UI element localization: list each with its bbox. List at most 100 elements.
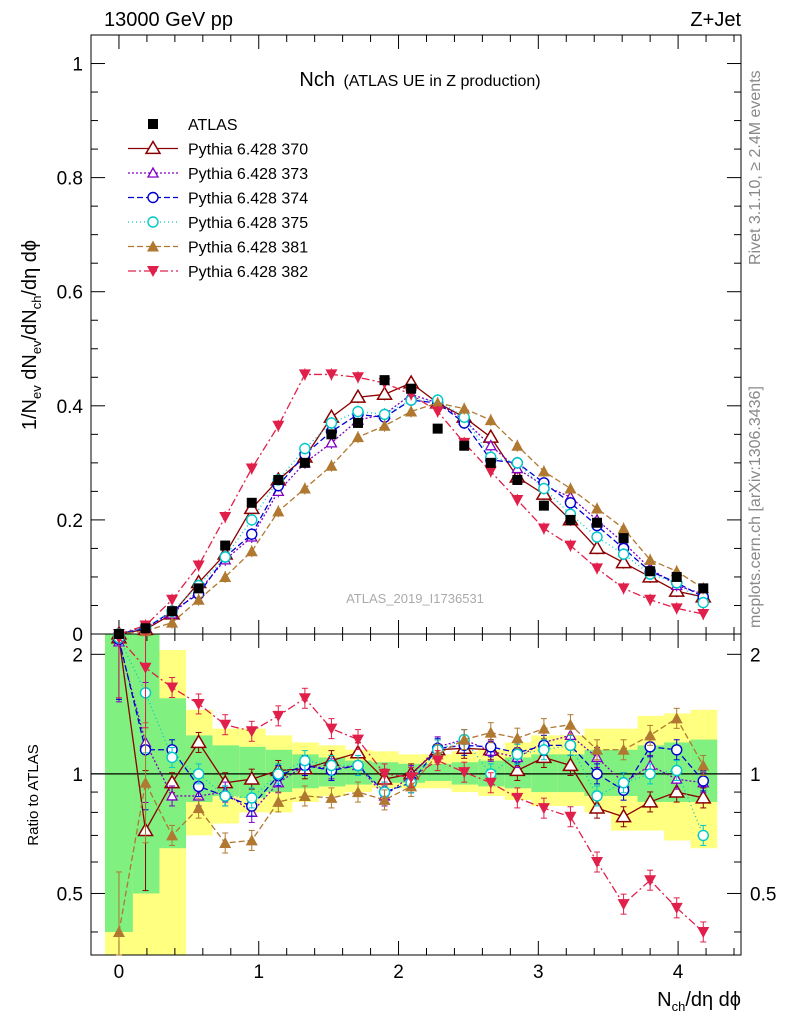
legend-marker [147, 240, 159, 252]
series-point [538, 482, 550, 495]
ratio-point [588, 799, 606, 814]
analysis-watermark: ATLAS_2019_I1736531 [346, 591, 484, 606]
data-point [485, 457, 496, 468]
header-left: 13000 GeV pp [104, 9, 233, 31]
ratio-point [697, 926, 710, 938]
ratio-point [245, 726, 258, 738]
series-point [431, 406, 444, 418]
series-line [118, 402, 704, 635]
ratio-point [166, 829, 179, 841]
chart-title-main: Nch [299, 69, 335, 91]
series-point [617, 548, 630, 560]
legend: ATLAS Pythia 6.428 370 Pythia 6.428 373 Pyt… [128, 117, 308, 281]
ratio-point [166, 751, 178, 764]
ratio-point [219, 790, 231, 802]
series-point [378, 419, 391, 431]
series-point [246, 514, 258, 526]
ratio-tick-label-right: 2 [750, 645, 761, 666]
ratio-point [670, 744, 683, 756]
data-point [592, 517, 603, 528]
series-point [245, 463, 258, 475]
ratio-point [485, 741, 497, 753]
ratio-point [192, 698, 205, 710]
ratio-point [484, 726, 497, 738]
chart-marks [110, 368, 712, 956]
series-point [511, 494, 524, 506]
ratio-point [378, 793, 391, 805]
series-point [166, 594, 179, 606]
mcplots-label: mcplots.cern.ch [arXiv:1306.3436] [747, 386, 764, 628]
ratio-tick-label: 0.5 [57, 884, 83, 905]
ratio-point [272, 710, 285, 722]
ratio-point [325, 723, 338, 735]
legend-label: Pythia 6.428 382 [188, 264, 308, 281]
ratio-point [617, 777, 630, 789]
y-tick-label: 0.2 [57, 511, 83, 532]
ratio-point [458, 733, 471, 745]
ratio-point [112, 925, 125, 937]
series-point [537, 523, 550, 535]
ratio-point [139, 662, 152, 674]
legend-marker [147, 191, 159, 204]
ratio-frame [90, 633, 742, 956]
data-point [618, 533, 629, 544]
series-point [644, 553, 657, 565]
ratio-point [564, 811, 577, 823]
series-point [511, 439, 524, 451]
data-point [220, 540, 231, 551]
series-point [298, 482, 311, 494]
ratio-point [615, 808, 632, 823]
ratio-point [192, 802, 205, 814]
ratio-point [697, 759, 710, 771]
ratio-point [591, 768, 603, 780]
series-point [458, 402, 471, 414]
y-tick-label: 0.6 [57, 283, 83, 304]
x-tick-label: 1 [253, 962, 264, 983]
ratio-line [118, 639, 704, 807]
ratio-point [564, 718, 577, 730]
band-green [132, 634, 160, 894]
chart-title-sub: (ATLAS UE in Z production) [343, 73, 540, 90]
ratio-tick-label-right: 1 [750, 765, 761, 786]
series-point [219, 512, 232, 524]
legend-entry: ATLAS [148, 117, 238, 134]
data-point [538, 500, 549, 511]
ratio-point [591, 790, 603, 802]
series-point [219, 570, 232, 582]
series-point [192, 560, 205, 572]
series-point [588, 539, 606, 555]
ratio-series-6 [112, 632, 710, 943]
ratio-point [511, 748, 524, 761]
legend-marker [147, 216, 159, 228]
ratio-point [564, 739, 577, 752]
y-tick-label: 0.4 [57, 397, 84, 418]
rivet-version-label: Rivet 3.1.10, ≥ 2.4M events [747, 70, 764, 265]
header-right: Z+Jet [690, 9, 741, 31]
series-point [591, 502, 604, 514]
data-point [326, 429, 337, 440]
ratio-point [509, 761, 526, 777]
series-point [166, 616, 179, 628]
legend-label: Pythia 6.428 381 [188, 240, 308, 257]
series-point [325, 436, 338, 448]
series-point [246, 528, 258, 540]
legend-label: Pythia 6.428 373 [188, 166, 308, 183]
series-point [378, 408, 391, 421]
series-point [537, 465, 550, 477]
legend-marker [146, 166, 160, 178]
series-point [376, 385, 393, 401]
data-point [193, 583, 204, 594]
ratio-point [644, 768, 656, 780]
ratio-point [697, 775, 709, 787]
legend-entry: Pythia 6.428 382 [128, 264, 308, 281]
data-point [698, 583, 709, 594]
data-point [565, 514, 576, 525]
series-point [670, 603, 683, 615]
series-point [697, 609, 710, 621]
ratio-point [538, 744, 550, 756]
series-point [591, 531, 603, 543]
x-tick-label: 4 [673, 962, 684, 983]
series-point [299, 442, 311, 455]
series-point [325, 417, 338, 429]
